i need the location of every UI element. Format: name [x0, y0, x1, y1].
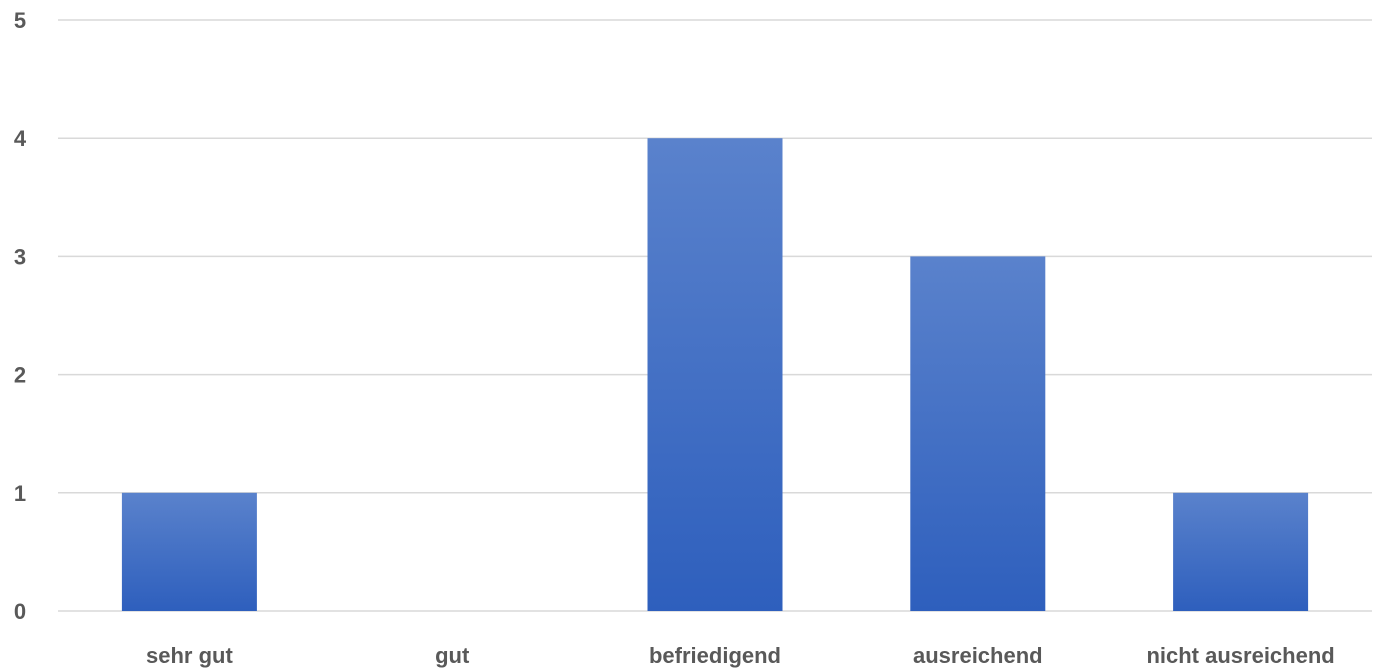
x-category-label: ausreichend: [913, 643, 1043, 668]
bar-befriedigend: [647, 138, 783, 611]
bars: [121, 138, 1309, 611]
bar-nicht-ausreichend: [1173, 492, 1309, 611]
y-tick-label: 5: [14, 8, 26, 33]
bar-sehr-gut: [121, 492, 257, 611]
x-axis-labels: sehr gut gut befriedigend ausreichend nicht …: [146, 643, 1335, 668]
y-tick-label: 2: [14, 363, 26, 388]
bar-ausreichend: [910, 256, 1046, 611]
y-axis-ticks: 0 1 2 3 4 5: [14, 8, 27, 624]
x-category-label: sehr gut: [146, 643, 233, 668]
x-category-label: nicht ausreichend: [1146, 643, 1334, 668]
y-tick-label: 4: [14, 126, 27, 151]
x-category-label: befriedigend: [649, 643, 781, 668]
y-tick-label: 0: [14, 599, 26, 624]
x-category-label: gut: [435, 643, 470, 668]
y-tick-label: 1: [14, 481, 26, 506]
y-tick-label: 3: [14, 244, 26, 269]
